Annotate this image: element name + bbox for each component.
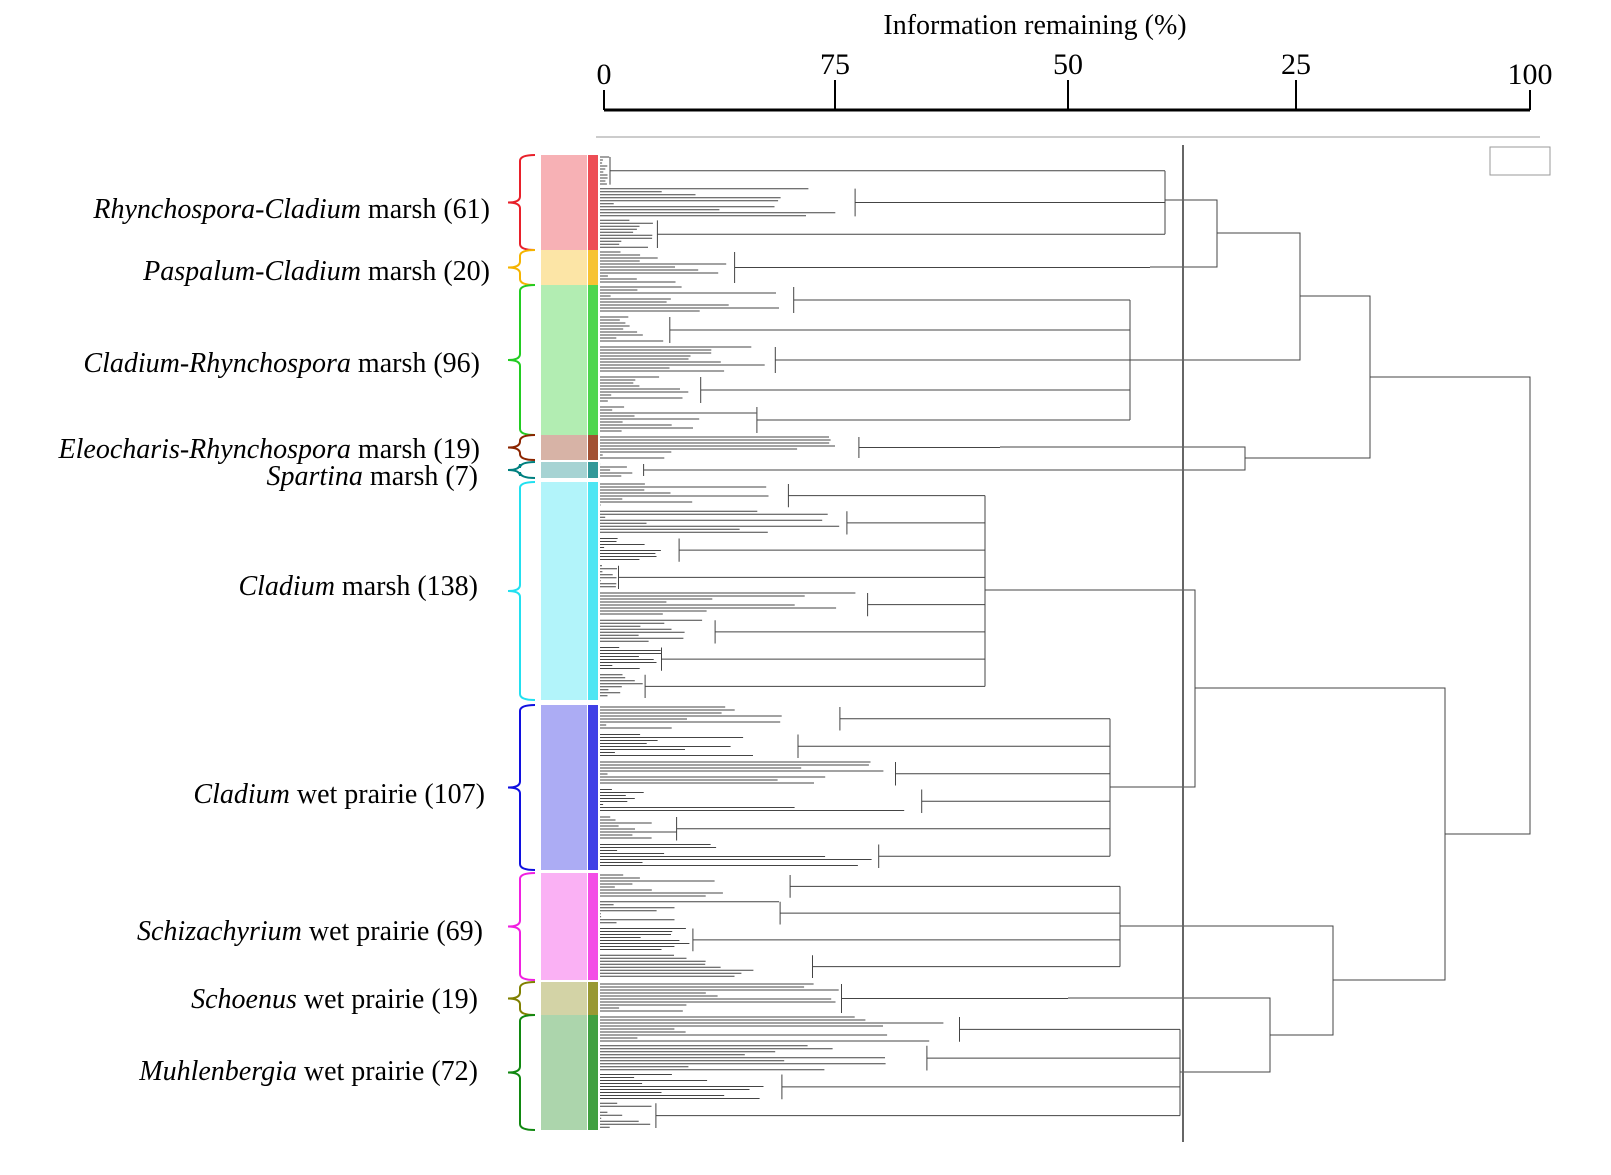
axis-ticks: 0 75 50 25 100 — [597, 48, 1553, 110]
group-genus: Cladium — [238, 571, 334, 602]
subtree — [600, 436, 1000, 459]
leaf-bar — [588, 462, 598, 478]
brace — [507, 704, 536, 871]
group-genus: Schoenus — [191, 984, 297, 1015]
leaf-bar — [588, 873, 598, 980]
group-label: Paspalum-Cladium marsh (20) — [142, 256, 490, 287]
group-genus: Muhlenbergia — [138, 1056, 297, 1087]
group-label: Spartina marsh (7) — [266, 461, 478, 492]
subtree — [600, 874, 1121, 978]
group-label: Cladium-Rhynchospora marsh (96) — [83, 348, 480, 379]
tick-label: 25 — [1281, 48, 1311, 81]
group-genus: Cladium-Rhynchospora — [83, 348, 351, 379]
brace — [507, 872, 536, 981]
group-label: Eleocharis-Rhynchospora marsh (19) — [58, 434, 480, 465]
leaf-bar — [588, 155, 598, 250]
tree-links — [985, 199, 1531, 1073]
group-suffix: marsh (7) — [370, 461, 478, 492]
leaf-bar — [588, 705, 598, 870]
leaf-bar — [588, 982, 598, 1015]
leaf-bar — [588, 435, 598, 460]
group-genus: Spartina — [266, 461, 362, 492]
tick-label: 50 — [1053, 48, 1083, 81]
group-genus: Paspalum-Cladium — [142, 256, 361, 287]
legend-box — [1489, 146, 1551, 176]
brace — [507, 1014, 536, 1131]
brace — [507, 249, 536, 286]
leaf-strip — [541, 873, 587, 980]
group-label: Muhlenbergia wet prairie (72) — [138, 1056, 478, 1087]
brace — [507, 981, 536, 1016]
group-suffix: wet prairie (19) — [304, 984, 478, 1015]
group-suffix: marsh (20) — [368, 256, 490, 287]
subtree — [600, 251, 1150, 283]
group-suffix: wet prairie (107) — [297, 779, 485, 810]
subtree — [600, 463, 1245, 477]
tick-label: 100 — [1508, 58, 1553, 91]
leaf-strip — [541, 285, 587, 435]
subtree — [600, 483, 986, 698]
group-label: Rhynchospora-Cladium marsh (61) — [92, 194, 490, 225]
group-suffix: marsh (61) — [368, 194, 490, 225]
leaf-strip — [541, 435, 587, 460]
leaf-strip — [541, 982, 587, 1015]
leaf-strip — [541, 482, 587, 700]
leaf-bar — [588, 1015, 598, 1130]
leaf-bar — [588, 250, 598, 285]
tick-label: 75 — [820, 48, 850, 81]
brace — [507, 461, 536, 479]
group-label: Cladium wet prairie (107) — [193, 779, 485, 810]
group-suffix: wet prairie (72) — [304, 1056, 478, 1087]
group-label: Cladium marsh (138) — [238, 571, 478, 602]
axis-title: Information remaining (%) — [883, 10, 1186, 41]
brace — [507, 284, 536, 436]
group-genus: Eleocharis-Rhynchospora — [58, 434, 351, 465]
leaf-strip — [541, 155, 587, 250]
subtree — [600, 286, 1131, 433]
leaf-bar — [588, 285, 598, 435]
leaf-strip — [541, 1015, 587, 1130]
tick-label: 0 — [597, 58, 612, 91]
group-genus: Rhynchospora-Cladium — [92, 194, 361, 225]
group-genus: Schizachyrium — [137, 916, 302, 947]
groups: Rhynchospora-Cladium marsh (61)Paspalum-C… — [58, 154, 1245, 1131]
brace — [507, 481, 536, 701]
subtree — [600, 156, 1166, 248]
group-suffix: wet prairie (69) — [309, 916, 483, 947]
group-suffix: marsh (138) — [342, 571, 478, 602]
subtree — [600, 983, 1068, 1013]
leaf-strip — [541, 705, 587, 870]
group-suffix: marsh (96) — [358, 348, 480, 379]
leaf-bar — [588, 482, 598, 700]
leaf-strip — [541, 462, 587, 478]
subtree — [600, 706, 1111, 868]
group-genus: Cladium — [193, 779, 289, 810]
group-label: Schizachyrium wet prairie (69) — [137, 916, 483, 947]
brace — [507, 154, 536, 251]
group-suffix: marsh (19) — [358, 434, 480, 465]
brace — [507, 434, 536, 461]
leaf-strip — [541, 250, 587, 285]
subtree — [600, 1016, 1181, 1128]
group-label: Schoenus wet prairie (19) — [191, 984, 478, 1015]
